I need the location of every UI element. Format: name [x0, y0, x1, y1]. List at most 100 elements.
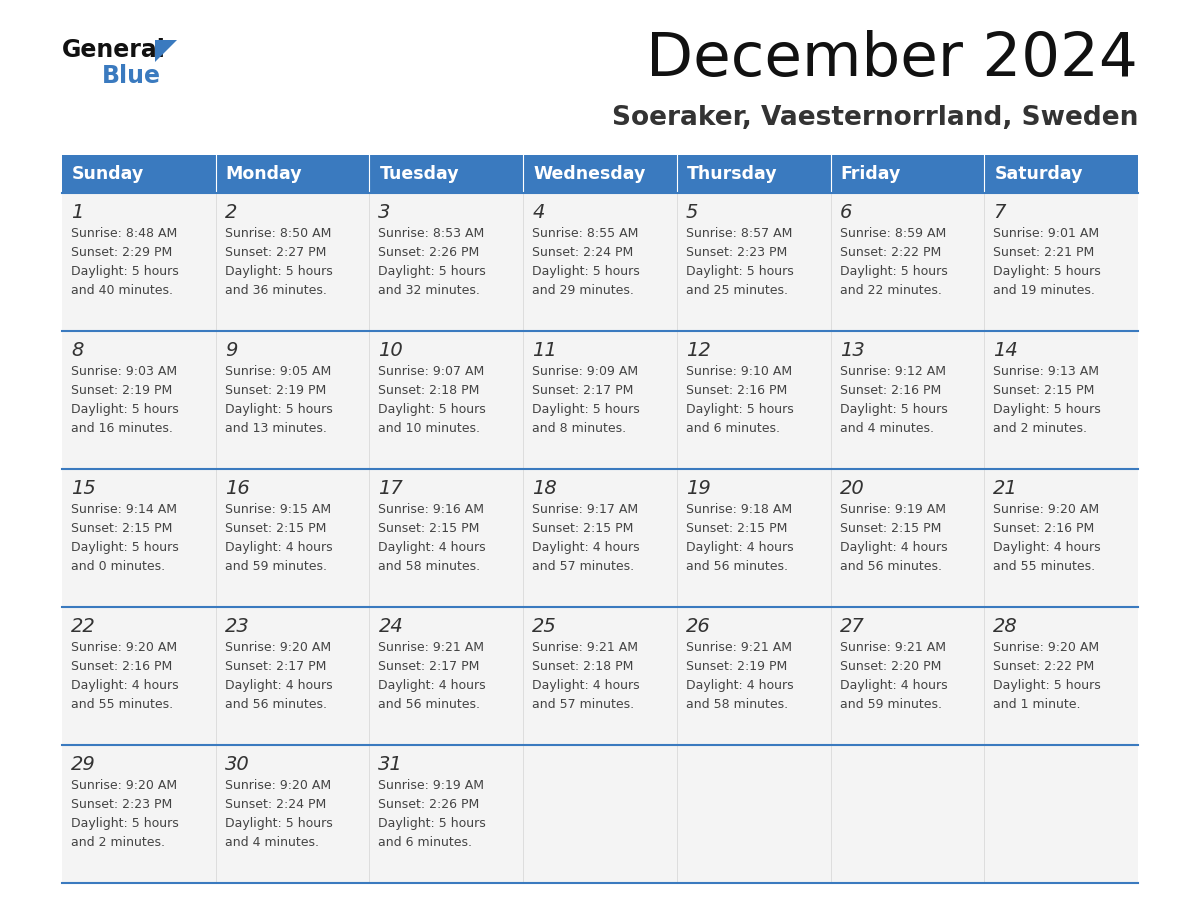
Bar: [62, 155, 216, 193]
Text: Sunrise: 9:07 AM: Sunrise: 9:07 AM: [379, 365, 485, 378]
Bar: [830, 155, 985, 193]
Text: Blue: Blue: [102, 64, 162, 88]
Bar: [369, 193, 523, 331]
Bar: [216, 331, 369, 469]
Text: Sunset: 2:23 PM: Sunset: 2:23 PM: [71, 798, 172, 811]
Text: 15: 15: [71, 479, 96, 498]
Text: Sunrise: 9:12 AM: Sunrise: 9:12 AM: [840, 365, 946, 378]
Text: Sunrise: 9:01 AM: Sunrise: 9:01 AM: [993, 227, 1099, 240]
Text: 30: 30: [225, 755, 249, 774]
Text: Sunset: 2:26 PM: Sunset: 2:26 PM: [379, 246, 480, 259]
Text: Sunrise: 8:53 AM: Sunrise: 8:53 AM: [379, 227, 485, 240]
Text: Sunrise: 8:48 AM: Sunrise: 8:48 AM: [71, 227, 177, 240]
Text: Monday: Monday: [226, 165, 302, 183]
Text: December 2024: December 2024: [646, 30, 1138, 89]
Bar: [830, 193, 985, 331]
Text: Sunrise: 9:13 AM: Sunrise: 9:13 AM: [993, 365, 1099, 378]
Text: 20: 20: [840, 479, 865, 498]
Text: Sunrise: 9:20 AM: Sunrise: 9:20 AM: [993, 641, 1099, 654]
Text: 25: 25: [532, 617, 557, 636]
Text: Sunset: 2:15 PM: Sunset: 2:15 PM: [840, 522, 941, 535]
Text: Sunrise: 9:21 AM: Sunrise: 9:21 AM: [685, 641, 792, 654]
Text: Sunrise: 8:59 AM: Sunrise: 8:59 AM: [840, 227, 946, 240]
Text: Sunrise: 9:15 AM: Sunrise: 9:15 AM: [225, 503, 330, 516]
Text: 6: 6: [840, 203, 852, 222]
Bar: [523, 193, 677, 331]
Text: Sunrise: 9:20 AM: Sunrise: 9:20 AM: [225, 641, 330, 654]
Text: Sunset: 2:18 PM: Sunset: 2:18 PM: [532, 660, 633, 673]
Text: and 59 minutes.: and 59 minutes.: [840, 698, 942, 711]
Text: Sunrise: 9:19 AM: Sunrise: 9:19 AM: [840, 503, 946, 516]
Text: Sunset: 2:21 PM: Sunset: 2:21 PM: [993, 246, 1094, 259]
Text: 16: 16: [225, 479, 249, 498]
Bar: [523, 469, 677, 607]
Text: Sunset: 2:17 PM: Sunset: 2:17 PM: [532, 384, 633, 397]
Text: 23: 23: [225, 617, 249, 636]
Text: and 29 minutes.: and 29 minutes.: [532, 284, 634, 297]
Text: Daylight: 4 hours: Daylight: 4 hours: [71, 679, 178, 692]
Text: Friday: Friday: [841, 165, 901, 183]
Text: Sunset: 2:20 PM: Sunset: 2:20 PM: [840, 660, 941, 673]
Text: 3: 3: [379, 203, 391, 222]
Bar: [369, 469, 523, 607]
Text: 11: 11: [532, 341, 557, 360]
Text: Daylight: 5 hours: Daylight: 5 hours: [379, 265, 486, 278]
Text: Daylight: 4 hours: Daylight: 4 hours: [993, 541, 1101, 554]
Text: Sunrise: 9:09 AM: Sunrise: 9:09 AM: [532, 365, 638, 378]
Bar: [830, 745, 985, 883]
Text: and 57 minutes.: and 57 minutes.: [532, 698, 634, 711]
Text: and 59 minutes.: and 59 minutes.: [225, 560, 327, 573]
Text: Sunset: 2:19 PM: Sunset: 2:19 PM: [225, 384, 326, 397]
Text: Daylight: 5 hours: Daylight: 5 hours: [993, 679, 1101, 692]
Bar: [830, 607, 985, 745]
Text: and 10 minutes.: and 10 minutes.: [379, 422, 480, 435]
Text: Daylight: 4 hours: Daylight: 4 hours: [379, 541, 486, 554]
Bar: [216, 607, 369, 745]
Text: Daylight: 5 hours: Daylight: 5 hours: [71, 265, 178, 278]
Text: Sunset: 2:27 PM: Sunset: 2:27 PM: [225, 246, 326, 259]
Text: Tuesday: Tuesday: [379, 165, 459, 183]
Text: Daylight: 4 hours: Daylight: 4 hours: [532, 541, 640, 554]
Bar: [216, 193, 369, 331]
Text: Daylight: 4 hours: Daylight: 4 hours: [685, 541, 794, 554]
Text: Daylight: 5 hours: Daylight: 5 hours: [532, 265, 640, 278]
Text: 7: 7: [993, 203, 1006, 222]
Text: Sunrise: 9:21 AM: Sunrise: 9:21 AM: [532, 641, 638, 654]
Polygon shape: [154, 40, 177, 62]
Text: Thursday: Thursday: [687, 165, 777, 183]
Text: Daylight: 5 hours: Daylight: 5 hours: [225, 265, 333, 278]
Bar: [985, 607, 1138, 745]
Text: Sunrise: 8:55 AM: Sunrise: 8:55 AM: [532, 227, 638, 240]
Text: Daylight: 5 hours: Daylight: 5 hours: [685, 403, 794, 416]
Text: Sunrise: 8:50 AM: Sunrise: 8:50 AM: [225, 227, 331, 240]
Text: Sunset: 2:24 PM: Sunset: 2:24 PM: [225, 798, 326, 811]
Text: Wednesday: Wednesday: [533, 165, 645, 183]
Text: 24: 24: [379, 617, 403, 636]
Bar: [62, 607, 216, 745]
Text: and 55 minutes.: and 55 minutes.: [71, 698, 173, 711]
Text: and 4 minutes.: and 4 minutes.: [225, 836, 318, 849]
Text: Daylight: 4 hours: Daylight: 4 hours: [532, 679, 640, 692]
Bar: [677, 469, 830, 607]
Text: Sunset: 2:16 PM: Sunset: 2:16 PM: [840, 384, 941, 397]
Text: 10: 10: [379, 341, 403, 360]
Text: and 0 minutes.: and 0 minutes.: [71, 560, 165, 573]
Text: and 13 minutes.: and 13 minutes.: [225, 422, 327, 435]
Text: and 16 minutes.: and 16 minutes.: [71, 422, 173, 435]
Text: Daylight: 5 hours: Daylight: 5 hours: [532, 403, 640, 416]
Text: and 22 minutes.: and 22 minutes.: [840, 284, 941, 297]
Text: Sunset: 2:22 PM: Sunset: 2:22 PM: [840, 246, 941, 259]
Text: and 56 minutes.: and 56 minutes.: [685, 560, 788, 573]
Text: Sunset: 2:23 PM: Sunset: 2:23 PM: [685, 246, 788, 259]
Bar: [62, 745, 216, 883]
Bar: [830, 469, 985, 607]
Text: 31: 31: [379, 755, 403, 774]
Text: 21: 21: [993, 479, 1018, 498]
Text: Sunset: 2:15 PM: Sunset: 2:15 PM: [685, 522, 788, 535]
Bar: [985, 155, 1138, 193]
Text: Daylight: 5 hours: Daylight: 5 hours: [840, 403, 947, 416]
Bar: [677, 331, 830, 469]
Text: Daylight: 5 hours: Daylight: 5 hours: [225, 817, 333, 830]
Bar: [985, 469, 1138, 607]
Text: Daylight: 5 hours: Daylight: 5 hours: [685, 265, 794, 278]
